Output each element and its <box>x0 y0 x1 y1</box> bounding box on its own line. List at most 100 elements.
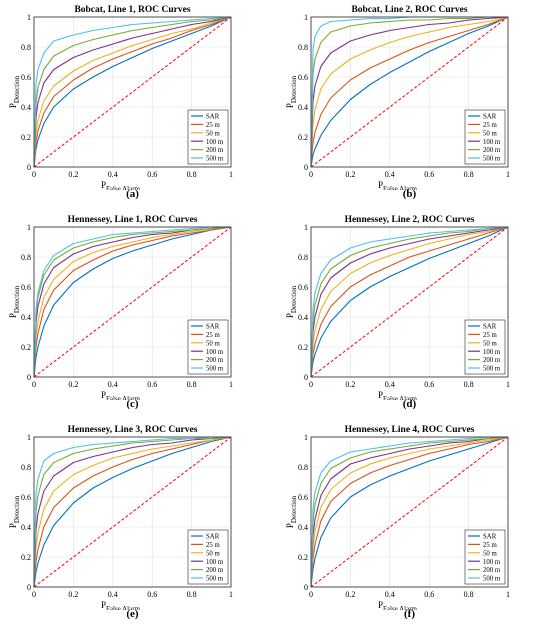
roc-series-line <box>310 226 509 378</box>
x-tick-label: 0.4 <box>385 590 395 599</box>
x-tick-label: 0.2 <box>345 380 355 389</box>
y-tick-label: 0 <box>304 163 308 172</box>
roc-series-line <box>33 436 232 588</box>
x-tick-label: 0.4 <box>108 590 118 599</box>
roc-series-line <box>310 16 509 168</box>
roc-series-line <box>310 436 509 588</box>
legend-box <box>187 529 229 585</box>
chance-reference-line <box>310 16 509 168</box>
legend-label: 500 m <box>206 576 224 583</box>
roc-series-line <box>310 436 509 588</box>
roc-series-line <box>33 16 232 168</box>
y-tick-label: 1 <box>304 13 308 22</box>
x-axis-label: PFalse Alarm <box>101 180 141 190</box>
roc-series-line <box>33 16 232 168</box>
x-tick-label: 0.8 <box>464 590 474 599</box>
chance-reference-line <box>310 226 509 378</box>
chart-title: Hennessey, Line 1, ROC Curves <box>68 215 198 225</box>
y-tick-label: 0 <box>27 583 31 592</box>
roc-series-line <box>310 226 509 378</box>
roc-chart: Hennessey, Line 4, ROC Curves 00 0.2 0.2 0.4… <box>285 425 510 610</box>
legend-label: SAR <box>483 324 497 331</box>
x-tick-label: 0.8 <box>464 170 474 179</box>
x-axis-label: PFalse Alarm <box>378 390 418 400</box>
legend-label: 50 m <box>483 130 497 137</box>
chance-reference-line <box>33 436 232 588</box>
axes-frame <box>33 436 232 588</box>
x-tick-label: 0.8 <box>187 170 197 179</box>
y-tick-label: 0.6 <box>298 283 308 292</box>
roc-series-line <box>310 16 509 168</box>
roc-series-line <box>33 226 232 378</box>
legend-label: 500 m <box>483 366 501 373</box>
roc-series-line <box>33 226 232 378</box>
roc-panel: Hennessey, Line 3, ROC Curves 0 0 0.2 0.2 0.4… <box>0 420 275 630</box>
y-tick-label: 0 <box>27 163 31 172</box>
roc-series-line <box>310 226 509 378</box>
y-tick-label: 1 <box>27 433 31 442</box>
legend-label: 500 m <box>483 576 501 583</box>
roc-series-line <box>33 436 231 588</box>
y-tick-label: 0.8 <box>298 43 308 52</box>
chart-title: Bobcat, Line 1, ROC Curves <box>74 5 190 15</box>
axes-frame <box>33 226 232 378</box>
chance-reference-line <box>310 436 509 588</box>
roc-series-line <box>33 16 232 168</box>
y-tick-label: 0.8 <box>21 43 31 52</box>
x-axis-label: PFalse Alarm <box>378 180 418 190</box>
x-axis-label: PFalse Alarm <box>378 600 418 610</box>
x-tick-label: 0.6 <box>147 170 157 179</box>
roc-series-line <box>33 226 232 378</box>
x-tick-label: 0.2 <box>345 590 355 599</box>
x-tick-label: 1 <box>229 590 233 599</box>
roc-series-line <box>33 436 232 588</box>
y-tick-label: 0.2 <box>298 553 308 562</box>
chart-title: Hennessey, Line 4, ROC Curves <box>345 425 475 435</box>
y-tick-label: 0.8 <box>21 253 31 262</box>
roc-panel: Bobcat, Line 2, ROC Curves 0 0 0.2 0.2 0.4 0.4… <box>277 0 550 210</box>
legend-label: 200 m <box>206 147 224 154</box>
x-tick-label: 0.6 <box>424 380 434 389</box>
y-tick-label: 1 <box>27 223 31 232</box>
legend-label: 100 m <box>483 349 501 356</box>
y-tick-label: 0.4 <box>21 103 31 112</box>
axes-frame <box>310 226 509 378</box>
legend-box <box>464 529 506 585</box>
y-tick-label: 0 <box>27 373 31 382</box>
panel-caption: (d) <box>402 398 417 410</box>
x-tick-label: 0.2 <box>68 380 78 389</box>
chance-reference-line <box>33 16 232 168</box>
roc-series-line <box>310 226 509 378</box>
y-tick-label: 0 <box>304 583 308 592</box>
legend-label: 200 m <box>483 567 501 574</box>
legend-label: 100 m <box>483 139 501 146</box>
roc-series-line <box>310 436 509 588</box>
roc-series-line <box>310 436 508 588</box>
x-tick-label: 0.6 <box>424 170 434 179</box>
legend-label: 50 m <box>483 550 497 557</box>
roc-chart: Hennessey, Line 1, ROC Curves 00 0.2 0.2 0.4… <box>8 215 233 400</box>
y-tick-label: 0.6 <box>21 493 31 502</box>
x-tick-label: 0 <box>309 380 313 389</box>
legend-label: SAR <box>483 114 497 121</box>
legend-label: 50 m <box>206 340 220 347</box>
x-tick-label: 0.6 <box>147 590 157 599</box>
roc-series-line <box>33 16 232 168</box>
roc-series-line <box>310 16 509 168</box>
x-tick-label: 0.8 <box>187 590 197 599</box>
y-tick-label: 1 <box>304 433 308 442</box>
y-axis-label: PDetection <box>285 285 298 318</box>
legend-label: 200 m <box>483 357 501 364</box>
roc-series-line <box>310 226 509 378</box>
legend-label: SAR <box>206 534 220 541</box>
legend-box <box>464 109 506 165</box>
y-tick-label: 0 <box>304 373 308 382</box>
legend-label: 100 m <box>206 349 224 356</box>
x-tick-label: 0 <box>32 170 36 179</box>
y-tick-label: 1 <box>304 223 308 232</box>
y-tick-label: 0.4 <box>298 523 308 532</box>
axes-frame <box>33 16 232 168</box>
y-tick-label: 1 <box>27 13 31 22</box>
roc-panel: Hennessey, Line 2, ROC Curves 0 0 0.2 0.2 0.4… <box>277 210 550 420</box>
